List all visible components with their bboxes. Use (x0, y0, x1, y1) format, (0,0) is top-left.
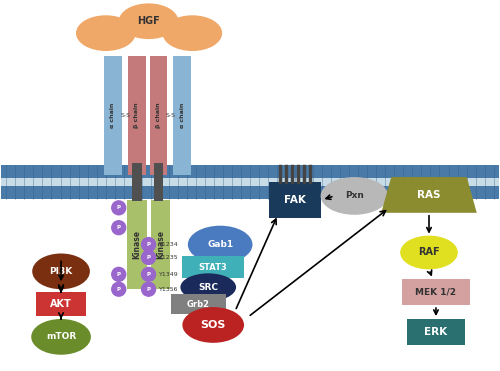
FancyBboxPatch shape (126, 200, 146, 289)
Text: SRC: SRC (198, 283, 218, 292)
Circle shape (142, 282, 156, 296)
Ellipse shape (188, 226, 252, 263)
Text: PI3K: PI3K (50, 267, 72, 276)
Text: FAK: FAK (284, 195, 306, 205)
Circle shape (142, 250, 156, 265)
FancyBboxPatch shape (2, 185, 498, 199)
Text: Grb2: Grb2 (187, 300, 210, 309)
Ellipse shape (320, 177, 388, 215)
FancyBboxPatch shape (2, 165, 498, 179)
Text: Pxn: Pxn (345, 191, 364, 200)
Text: Kinase: Kinase (156, 230, 165, 259)
Text: P: P (146, 272, 150, 277)
Polygon shape (382, 177, 476, 213)
Text: Y1234: Y1234 (158, 242, 178, 247)
Text: β chain: β chain (134, 103, 139, 128)
FancyBboxPatch shape (150, 56, 168, 175)
Text: α chain: α chain (110, 103, 116, 128)
Text: P: P (116, 287, 120, 292)
Text: STAT3: STAT3 (199, 263, 228, 272)
Ellipse shape (76, 15, 136, 51)
Text: β chain: β chain (156, 103, 161, 128)
FancyBboxPatch shape (128, 56, 146, 175)
FancyBboxPatch shape (132, 163, 141, 201)
Circle shape (112, 201, 126, 215)
Text: Y1235: Y1235 (158, 255, 178, 260)
Text: P: P (116, 225, 120, 230)
Text: HGF: HGF (137, 16, 160, 26)
FancyBboxPatch shape (36, 292, 86, 316)
FancyBboxPatch shape (174, 56, 192, 175)
Text: P: P (146, 242, 150, 247)
FancyBboxPatch shape (150, 200, 171, 289)
Circle shape (112, 267, 126, 281)
FancyBboxPatch shape (171, 294, 226, 314)
Text: MEK 1/2: MEK 1/2 (416, 288, 457, 297)
Text: S-S: S-S (120, 113, 130, 118)
Text: P: P (116, 272, 120, 277)
Ellipse shape (180, 273, 236, 301)
Text: RAF: RAF (418, 247, 440, 257)
FancyBboxPatch shape (154, 163, 164, 201)
Ellipse shape (400, 236, 458, 269)
Text: S-S: S-S (166, 113, 175, 118)
Text: P: P (146, 255, 150, 260)
Circle shape (142, 237, 156, 252)
Text: mTOR: mTOR (46, 332, 76, 341)
Ellipse shape (182, 307, 244, 343)
FancyBboxPatch shape (407, 319, 465, 345)
Text: RAS: RAS (418, 190, 441, 200)
FancyBboxPatch shape (402, 279, 470, 305)
Ellipse shape (31, 319, 91, 355)
Ellipse shape (162, 15, 222, 51)
FancyBboxPatch shape (269, 182, 320, 218)
FancyBboxPatch shape (2, 178, 498, 186)
Text: Kinase: Kinase (132, 230, 141, 259)
FancyBboxPatch shape (182, 256, 244, 278)
Text: Y1356: Y1356 (158, 287, 178, 292)
Text: P: P (116, 205, 120, 210)
Circle shape (112, 221, 126, 234)
FancyBboxPatch shape (104, 56, 122, 175)
Text: SOS: SOS (200, 320, 226, 330)
Text: P: P (146, 287, 150, 292)
Text: AKT: AKT (50, 299, 72, 309)
Text: Gab1: Gab1 (207, 240, 233, 249)
Circle shape (112, 282, 126, 296)
Text: ERK: ERK (424, 327, 448, 337)
Circle shape (142, 267, 156, 281)
Ellipse shape (32, 253, 90, 289)
Ellipse shape (118, 3, 178, 39)
Text: Y1349: Y1349 (158, 272, 178, 277)
Text: α chain: α chain (180, 103, 185, 128)
